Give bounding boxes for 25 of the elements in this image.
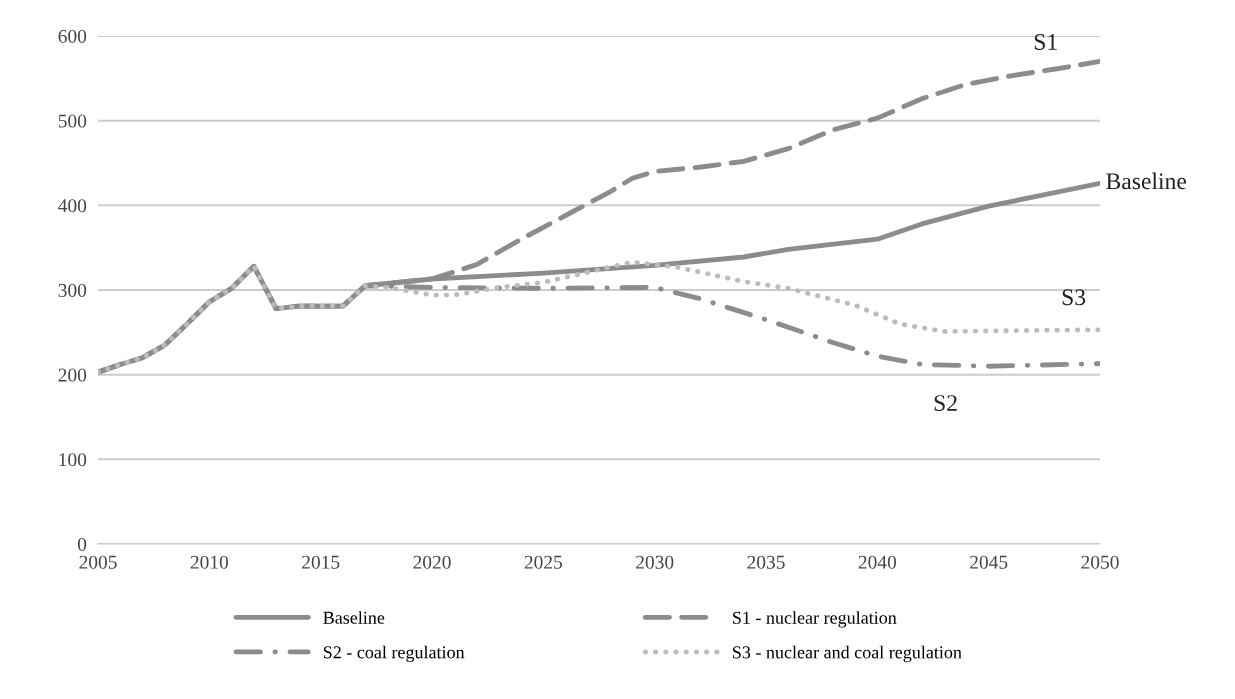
y-tick-label: 600 (58, 29, 87, 43)
x-tick-label: 2025 (524, 555, 563, 569)
x-tick-label: 2045 (970, 555, 1008, 569)
y-tick-label: 300 (58, 283, 87, 297)
x-tick-label: 2015 (302, 555, 340, 569)
x-tick-label: 2005 (79, 555, 117, 569)
y-tick-label: 500 (58, 114, 87, 128)
x-tick-label: 2035 (747, 555, 785, 569)
annotation: S3 (1062, 289, 1086, 306)
x-tick-label: 2030 (636, 555, 674, 569)
x-tick-label: 2010 (190, 555, 229, 569)
x-tick-label: 2020 (413, 555, 451, 569)
y-tick-label: 100 (59, 453, 87, 467)
legend-label: Baseline (323, 611, 385, 624)
legend-label: S3 - nuclear and coal regulation (733, 645, 962, 663)
annotation: S1 (1034, 34, 1057, 50)
y-tick-label: 0 (77, 537, 87, 551)
y-tick-label: 400 (58, 199, 87, 213)
legend-label: S2 - coal regulation (323, 645, 465, 663)
legend-label: S1 - nuclear regulation (733, 611, 897, 628)
x-tick-label: 2050 (1081, 555, 1119, 569)
y-tick-label: 200 (58, 368, 87, 382)
annotation: Baseline (1106, 172, 1187, 190)
annotation: S2 (934, 395, 957, 411)
x-tick-label: 2040 (858, 555, 897, 569)
